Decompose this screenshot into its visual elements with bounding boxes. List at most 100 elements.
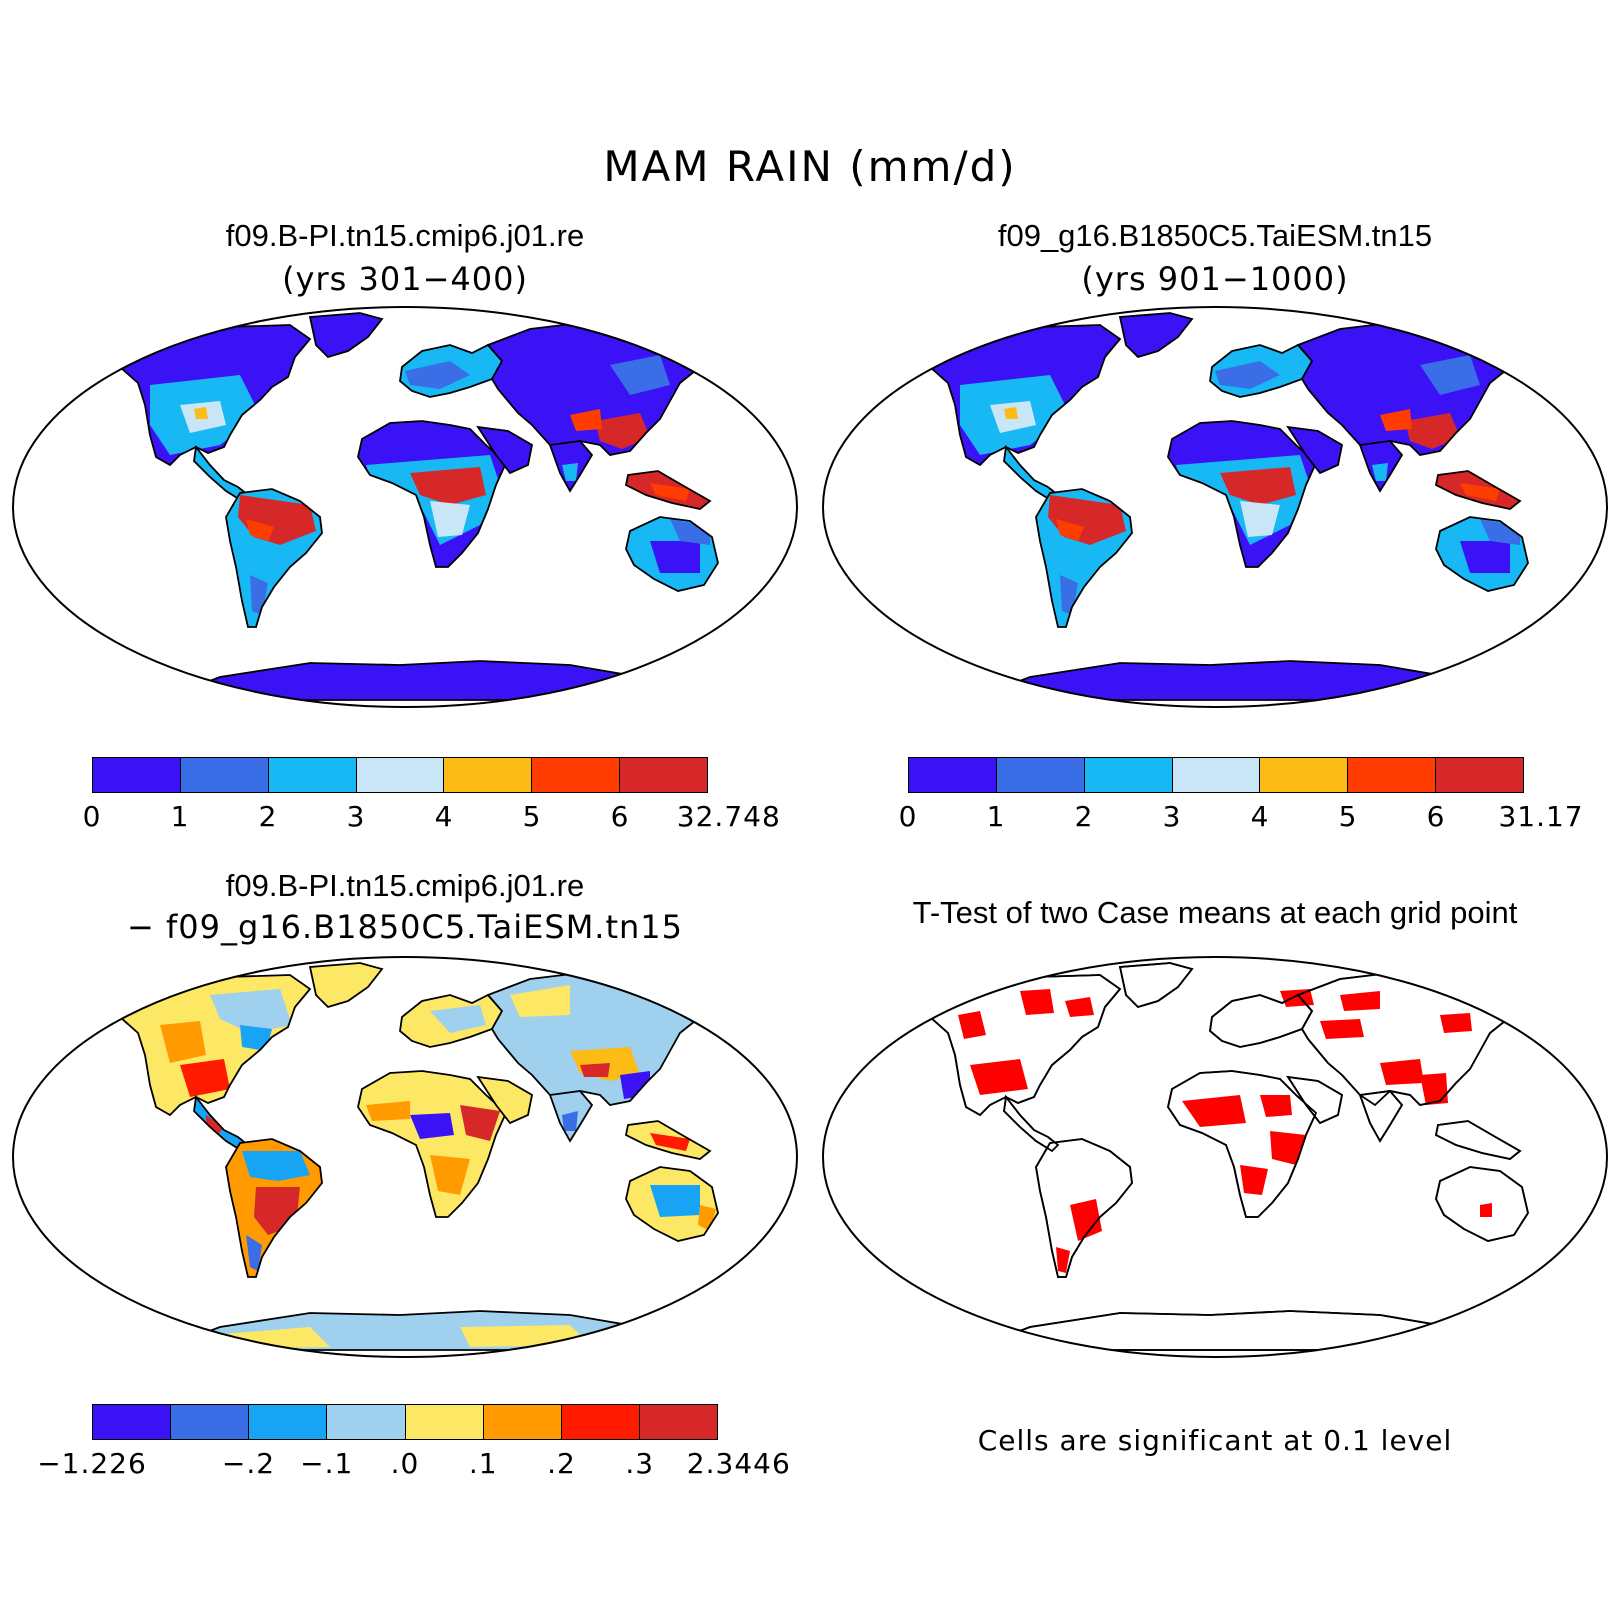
precip-contour — [1420, 355, 1480, 395]
colorbar-segment — [996, 758, 1085, 792]
precip-contour — [1460, 541, 1510, 573]
continent-northAmerica — [913, 974, 1122, 1117]
land-fill — [160, 661, 670, 700]
map-land-layer — [103, 962, 719, 1351]
colorbar-segment — [93, 1405, 172, 1439]
land-fill — [310, 313, 382, 357]
precip-contour — [562, 1111, 578, 1131]
precip-contour — [610, 355, 670, 395]
colorbar-tick-label: .2 — [547, 1447, 576, 1480]
land-fill — [160, 1311, 670, 1350]
map-land-layer — [913, 312, 1529, 701]
significant-region — [1056, 1247, 1070, 1273]
significant-region — [1440, 1013, 1472, 1033]
continent-arabia — [476, 425, 534, 475]
colorbar-segment — [268, 758, 357, 792]
colorbar-tick-label: −.2 — [221, 1447, 276, 1480]
colorbar-tick-label: −.1 — [300, 1447, 354, 1480]
panel1-colorbar-ticks: 0 1 2 3 4 5 6 32.748 — [83, 800, 780, 834]
panel4-title: T-Test of two Case means at each grid po… — [912, 895, 1518, 930]
colorbar-segment — [1084, 758, 1173, 792]
precip-contour — [210, 989, 292, 1033]
coastline-centralAmerica — [1003, 1094, 1060, 1153]
continent-greenland — [308, 312, 384, 359]
significant-region — [1260, 1095, 1292, 1117]
precip-contour — [430, 1005, 486, 1033]
precip-contour — [650, 541, 700, 573]
coastline — [625, 1166, 719, 1242]
land-fill — [1120, 313, 1192, 357]
continent-southAmerica — [225, 1138, 323, 1278]
panel3-subtitle: − f09_g16.B1850C5.TaiESM.tn15 — [126, 908, 684, 946]
colorbar-tick-label: 5 — [1338, 800, 1358, 833]
colorbar-tick-label: .0 — [390, 1447, 420, 1480]
coastline-seAsia — [1434, 1120, 1522, 1160]
continent-seAsia — [624, 1120, 712, 1160]
significant-region — [1240, 1165, 1268, 1195]
colorbar-segment — [639, 1405, 717, 1439]
continent-southAmerica — [225, 488, 323, 628]
continent-europe — [399, 993, 504, 1048]
panel2-subtitle: (yrs 901−1000) — [1081, 260, 1349, 298]
panel2-colorbar — [908, 757, 1524, 793]
colorbar-tick-label: 4 — [434, 800, 454, 833]
precip-contour — [430, 1155, 470, 1195]
precip-contour — [1240, 501, 1280, 537]
colorbar-segment — [327, 1405, 406, 1439]
land-fill — [478, 1077, 532, 1123]
continent-antarctica — [969, 660, 1483, 701]
precip-contour — [1056, 519, 1084, 541]
precip-contour — [180, 1059, 230, 1097]
continent-australia — [625, 516, 719, 592]
precip-contour — [1215, 361, 1280, 389]
colorbar-segment — [561, 1405, 640, 1439]
colorbar-segment — [356, 758, 445, 792]
map-border — [822, 306, 1608, 708]
colorbar-tick-label: 1 — [986, 800, 1006, 833]
colorbar-tick-label: 2 — [258, 800, 278, 833]
precip-contour — [366, 1101, 410, 1121]
precip-contour — [1004, 407, 1018, 419]
coastline-southAmerica — [1035, 1138, 1133, 1278]
precip-contour — [562, 463, 578, 481]
precip-contour — [650, 483, 690, 501]
continent-australia — [625, 1166, 719, 1242]
continent-arabia — [476, 1075, 534, 1125]
coastline-india — [1358, 1090, 1404, 1143]
colorbar-segment — [483, 1405, 562, 1439]
continent-arabia — [1286, 425, 1344, 475]
colorbar-segment — [1436, 758, 1524, 792]
colorbar-tick-label: −1.226 — [37, 1447, 147, 1480]
coastline — [476, 1075, 534, 1125]
map-land-layer — [103, 312, 719, 701]
colorbar-tick-label: 5 — [522, 800, 542, 833]
colorbar-segment — [532, 758, 621, 792]
continent-antarctica — [159, 1310, 673, 1351]
coastline — [103, 974, 312, 1117]
continent-seAsia — [1434, 470, 1522, 510]
significant-region — [1020, 989, 1054, 1015]
coastline — [1167, 420, 1318, 568]
colorbar-tick-label: 3 — [1162, 800, 1182, 833]
coastline — [308, 962, 384, 1009]
colorbar-tick-label: 32.748 — [676, 800, 781, 833]
colorbar-tick-label: .3 — [625, 1447, 655, 1480]
panel1-map — [12, 306, 798, 708]
colorbar-segment — [180, 758, 269, 792]
coastline — [308, 312, 384, 359]
significant-region — [970, 1059, 1028, 1095]
colorbar-segment — [620, 758, 708, 792]
precip-contour — [580, 1063, 610, 1077]
coastline — [103, 324, 312, 467]
panel2-colorbar-ticks: 0 1 2 3 4 5 6 31.17 — [899, 800, 1583, 834]
continent-asia — [486, 322, 712, 457]
map-land-layer — [913, 962, 1529, 1351]
coastline-africa — [1167, 1070, 1318, 1218]
land-fill — [194, 1097, 248, 1151]
continent-india — [1358, 440, 1404, 493]
coastline — [624, 470, 712, 510]
panel4-map — [822, 956, 1608, 1358]
precip-contour — [246, 1235, 262, 1271]
coastline — [625, 516, 719, 592]
continent-asia — [1296, 322, 1522, 457]
